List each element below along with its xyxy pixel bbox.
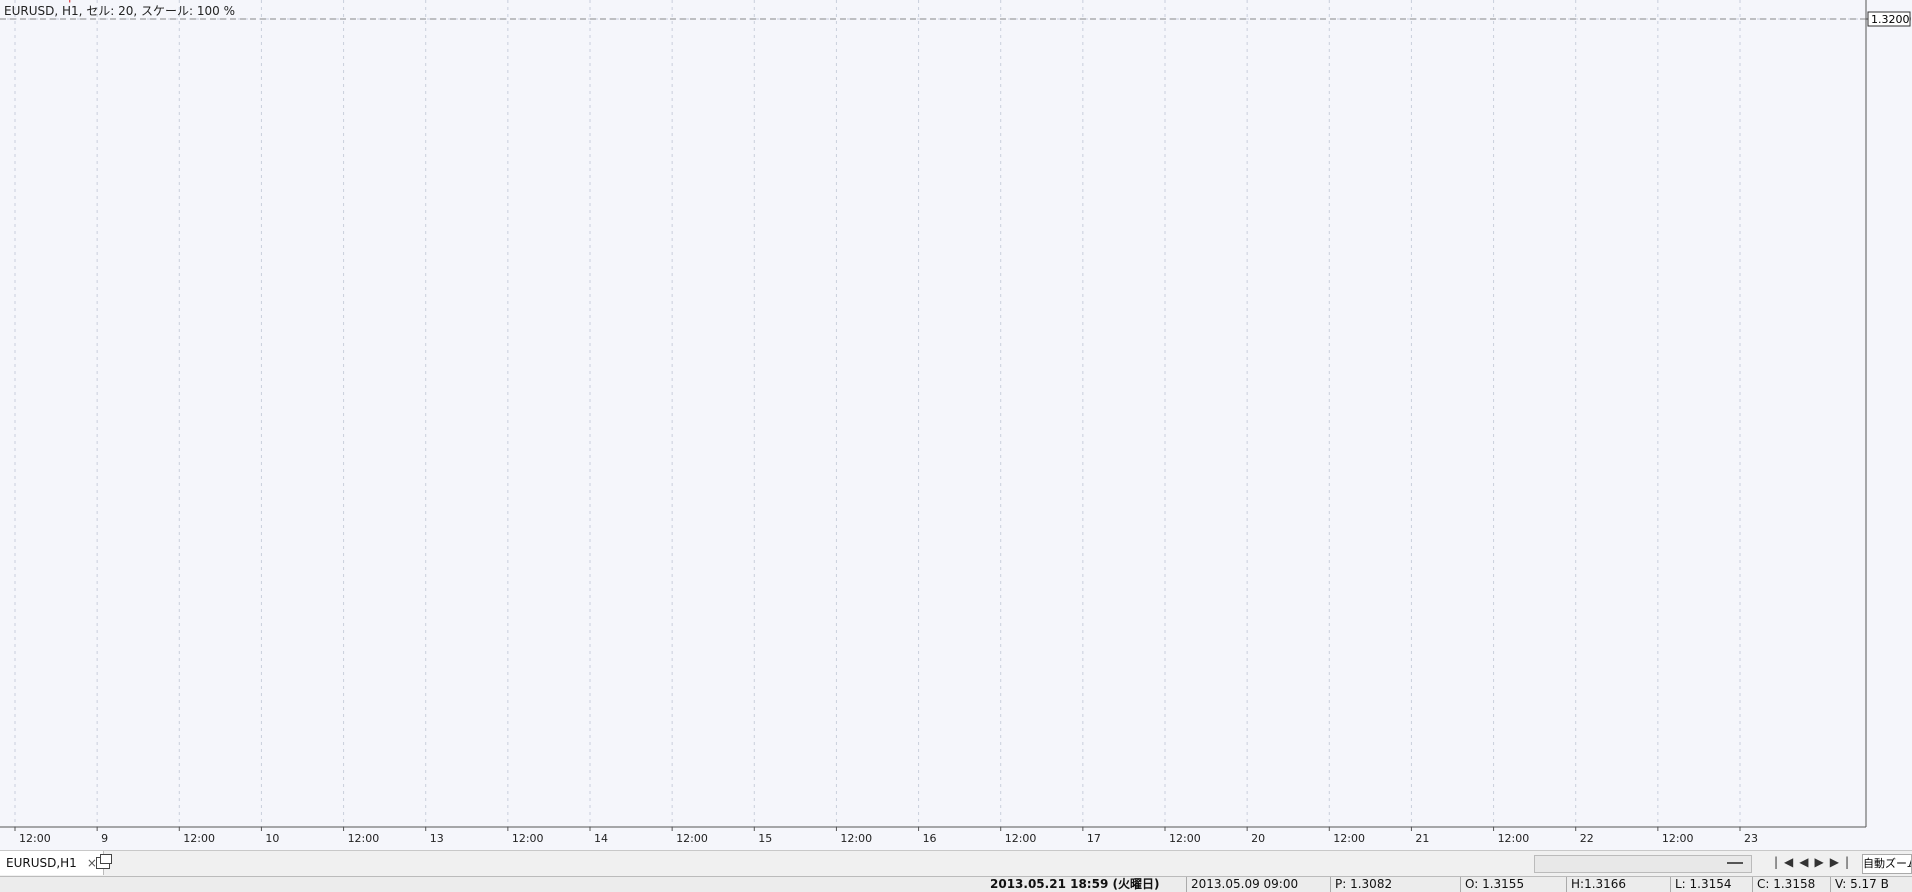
x-tick-label: 16 (923, 832, 937, 845)
x-tick-label: 12:00 (19, 832, 51, 845)
price-chart[interactable]: ☟1.32001.31801.31601.31401.31201.31001.3… (0, 0, 1912, 850)
window-icon[interactable] (96, 854, 112, 869)
x-tick-label: 21 (1415, 832, 1429, 845)
auto-zoom-button[interactable]: 自動ズーム (1862, 854, 1912, 874)
status-datetime: 2013.05.21 18:59 (火曜日) (990, 877, 1160, 891)
chart-background (0, 0, 1912, 850)
status-cursor-time: 2013.05.09 09:00 (1186, 877, 1298, 892)
x-tick-label: 13 (430, 832, 444, 845)
x-tick-label: 12:00 (1498, 832, 1530, 845)
x-tick-label: 22 (1580, 832, 1594, 845)
nav-first-button[interactable]: |◀ (1774, 855, 1800, 869)
nav-last-button[interactable]: ▶| (1829, 855, 1856, 869)
status-high: H:1.3166 (1566, 877, 1626, 892)
chart-nav: |◀◀▶▶| (1774, 855, 1855, 869)
x-tick-label: 14 (594, 832, 608, 845)
nav-next-button[interactable]: ▶ (1814, 855, 1830, 869)
status-volume: V: 5.17 B (1830, 877, 1889, 892)
x-tick-label: 12:00 (512, 832, 544, 845)
status-close: C: 1.3158 (1752, 877, 1815, 892)
chart-header: EURUSD, H1, セル: 20, スケール: 100 % (4, 4, 235, 18)
status-price: P: 1.3082 (1330, 877, 1392, 892)
x-tick-label: 12:00 (840, 832, 872, 845)
price-label: 1.3200 (1871, 13, 1910, 26)
status-low: L: 1.3154 (1670, 877, 1732, 892)
x-tick-label: 9 (101, 832, 108, 845)
status-bar: 2013.05.21 18:59 (火曜日) 2013.05.09 09:00 … (0, 876, 1912, 892)
chart-area[interactable]: ☟1.32001.31801.31601.31401.31201.31001.3… (0, 0, 1912, 850)
x-tick-label: 23 (1744, 832, 1758, 845)
tab-bar: EURUSD,H1 × |◀◀▶▶| 自動ズーム (0, 850, 1912, 877)
close-icon[interactable]: × (86, 856, 97, 870)
nav-prev-button[interactable]: ◀ (1799, 855, 1815, 869)
horizontal-scrollbar[interactable] (1534, 855, 1752, 873)
price-label-box (1867, 11, 1911, 27)
x-tick-label: 12:00 (676, 832, 708, 845)
tab-label: EURUSD,H1 (6, 856, 77, 870)
x-tick-label: 12:00 (1662, 832, 1694, 845)
x-tick-label: 12:00 (1005, 832, 1037, 845)
x-tick-label: 15 (758, 832, 772, 845)
status-open: O: 1.3155 (1460, 877, 1524, 892)
x-tick-label: 20 (1251, 832, 1265, 845)
x-tick-label: 12:00 (348, 832, 380, 845)
x-tick-label: 12:00 (1169, 832, 1201, 845)
x-tick-label: 12:00 (183, 832, 215, 845)
x-tick-label: 12:00 (1333, 832, 1365, 845)
x-tick-label: 17 (1087, 832, 1101, 845)
tab-eurusd-h1[interactable]: EURUSD,H1 × (0, 851, 104, 875)
x-tick-label: 10 (265, 832, 279, 845)
scroll-thumb[interactable] (1727, 862, 1743, 864)
